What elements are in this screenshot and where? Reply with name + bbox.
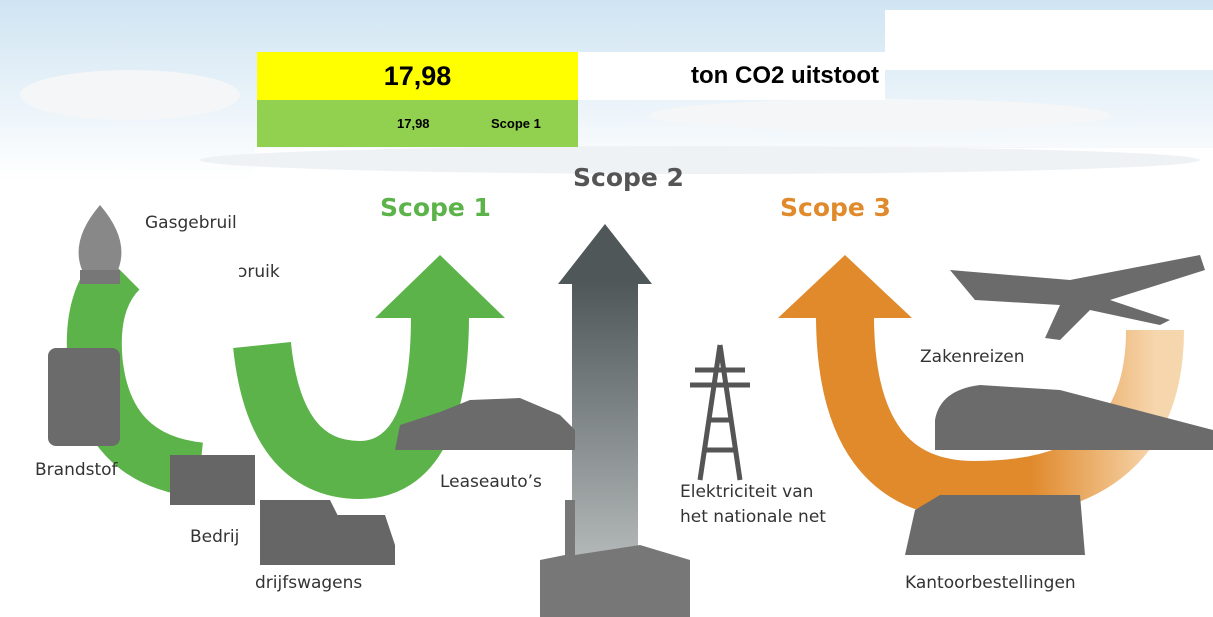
- scope-title: Scope 3: [780, 193, 891, 222]
- row-scope: Scope 1: [491, 116, 541, 131]
- stove-icon: [80, 270, 120, 284]
- total-cell: 17,98: [257, 52, 578, 100]
- flame-icon: [79, 205, 122, 270]
- cloud: [200, 146, 1200, 174]
- scope-row: 17,98 Scope 1: [257, 100, 578, 147]
- row-value: 17,98: [397, 116, 430, 131]
- oil-barrel-icon: [48, 348, 120, 446]
- screenshot: Gasgebruil ɔruik Brandstof Bedrij Scope …: [0, 0, 1213, 617]
- bg-truck-icon: [170, 455, 255, 505]
- bg-label: Bedrij: [190, 527, 239, 547]
- label: Zakenreizen: [920, 347, 1025, 367]
- label: Kantoorbestellingen: [905, 573, 1076, 593]
- label: drijfswagens: [255, 573, 362, 593]
- cloud-patch: [885, 10, 1213, 70]
- bg-label: Brandstof: [35, 460, 118, 480]
- scope-title: Scope 1: [380, 193, 491, 222]
- bg-label: Gasgebruil: [145, 213, 237, 233]
- unit-cell: ton CO2 uitstoot: [578, 52, 885, 100]
- bg-label: ɔruik: [238, 262, 280, 282]
- scope-title: Scope 2: [573, 163, 684, 192]
- label: het nationale net: [680, 507, 826, 527]
- label: Leaseauto’s: [440, 472, 542, 492]
- label: Elektriciteit van: [680, 482, 813, 502]
- van-icon: [905, 495, 1085, 555]
